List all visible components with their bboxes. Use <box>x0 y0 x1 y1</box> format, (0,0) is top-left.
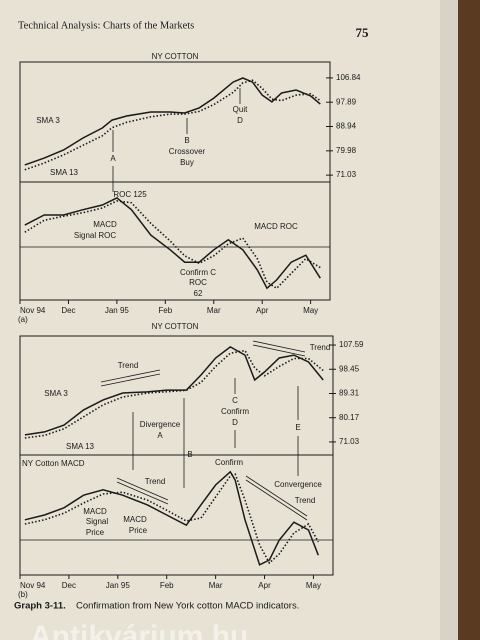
page-edge <box>440 0 458 640</box>
y-tick-label: 107.59 <box>339 340 364 349</box>
y-tick-label: 106.84 <box>336 73 361 82</box>
x-tick-label: Apr <box>258 581 271 590</box>
y-tick-label: 71.03 <box>339 437 360 446</box>
annotation: Signal ROC <box>74 231 116 240</box>
annotation: C <box>232 396 238 405</box>
y-tick-label: 98.45 <box>339 364 360 373</box>
annotation: MACD <box>93 220 117 229</box>
annotation: Trend <box>145 477 166 486</box>
series-line <box>24 79 321 171</box>
annotation: SMA 13 <box>50 168 79 177</box>
panel-frame <box>19 181 331 301</box>
x-tick-label: Jan 95 <box>106 581 131 590</box>
annotation: D <box>237 116 243 125</box>
caption-label: Graph 3-11. <box>14 601 66 612</box>
annotation: 62 <box>194 289 203 298</box>
annotation: ROC 125 <box>113 190 147 199</box>
series-line <box>24 349 324 439</box>
annotation: MACD <box>123 515 147 524</box>
page-number: 75 <box>356 25 370 40</box>
annotation: Buy <box>180 158 194 167</box>
y-tick-label: 97.89 <box>336 97 357 106</box>
annotation: D <box>232 418 238 427</box>
chart-title: NY COTTON <box>152 52 199 61</box>
annotation: Convergence <box>274 480 322 489</box>
annotation: Confirm <box>215 458 243 467</box>
annotation: MACD ROC <box>254 222 298 231</box>
annotation: Quit <box>233 105 248 114</box>
x-tick-label: May <box>306 581 321 590</box>
annotation: MACD <box>83 507 107 516</box>
annotation: E <box>295 423 300 432</box>
annotation: Confirm C <box>180 268 216 277</box>
x-tick-label: May <box>303 306 318 315</box>
x-tick-label: Jan 95 <box>105 306 130 315</box>
series-line <box>24 197 321 290</box>
annotation: Trend <box>310 343 331 352</box>
caption-text: Confirmation from New York cotton MACD i… <box>76 601 299 612</box>
x-tick-label: Dec <box>61 306 75 315</box>
annotation: SMA 3 <box>36 116 60 125</box>
annotation: SMA 13 <box>66 442 95 451</box>
annotation: Price <box>129 526 148 535</box>
annotation: B <box>184 136 189 145</box>
x-tick-label: Nov 94 <box>20 306 46 315</box>
annotation: Signal <box>86 517 108 526</box>
annotation: Confirm <box>221 407 249 416</box>
chart-title: NY Cotton MACD <box>22 459 85 468</box>
series-line <box>24 346 324 436</box>
x-tick-label: Nov 94 <box>20 581 46 590</box>
y-tick-label: 88.94 <box>336 122 357 131</box>
x-tick-label: Mar <box>207 306 221 315</box>
y-tick-label: 89.31 <box>339 389 360 398</box>
x-tick-label: Feb <box>158 306 172 315</box>
annotation: A <box>157 431 163 440</box>
panel-frame <box>19 454 334 576</box>
chart-title: NY COTTON <box>152 322 199 331</box>
header-title: Technical Analysis: Charts of the Market… <box>18 20 194 31</box>
annotation: Trend <box>118 361 139 370</box>
annotation: Divergence <box>140 420 181 429</box>
series-line <box>24 77 321 166</box>
annotation: ROC <box>189 278 207 287</box>
series-line <box>24 470 319 566</box>
y-tick-label: 79.98 <box>336 146 357 155</box>
x-tick-label: Feb <box>160 581 174 590</box>
x-tick-label: Mar <box>209 581 223 590</box>
x-tick-label: Dec <box>62 581 76 590</box>
annotation: Price <box>86 528 105 537</box>
annotation: Crossover <box>169 147 206 156</box>
y-tick-label: 71.03 <box>336 170 357 179</box>
annotation: Trend <box>295 496 316 505</box>
x-tick-label: Apr <box>256 306 269 315</box>
series-line <box>24 200 321 290</box>
watermark: Antikvárium.hu <box>30 620 248 640</box>
panel-label: (a) <box>18 315 28 324</box>
panel-label: (b) <box>18 590 28 599</box>
annotation: A <box>110 154 116 163</box>
book-cover <box>458 0 480 640</box>
y-tick-label: 80.17 <box>339 413 360 422</box>
annotation: SMA 3 <box>44 389 68 398</box>
